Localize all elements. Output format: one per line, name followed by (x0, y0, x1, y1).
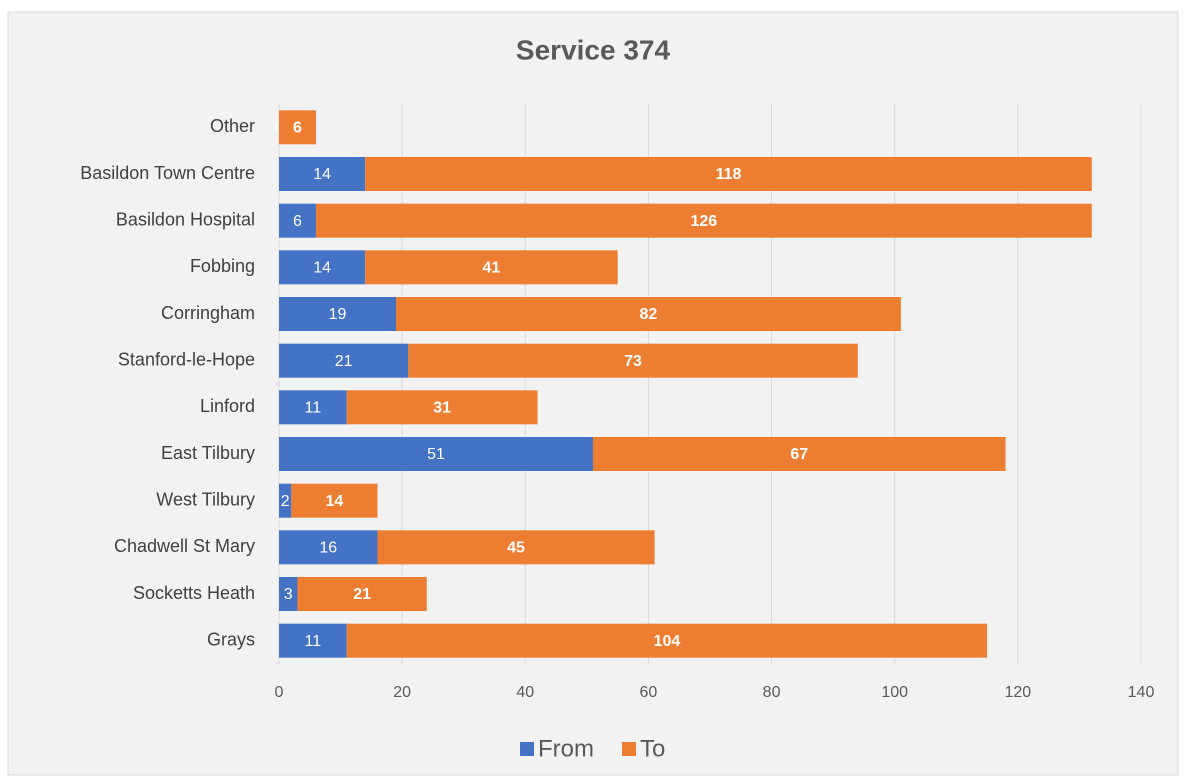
bar-segment (279, 297, 396, 331)
chart-title: Service 374 (516, 34, 671, 65)
y-tick-label: Grays (207, 629, 255, 649)
data-label: 126 (690, 213, 717, 230)
bar-segment (279, 250, 366, 285)
x-tick-label: 20 (393, 684, 411, 701)
x-tick-label: 60 (640, 684, 658, 701)
data-label: 51 (427, 446, 445, 463)
data-label: 21 (353, 586, 371, 603)
bar-segment (279, 437, 594, 471)
data-label: 73 (624, 353, 642, 370)
data-label: 11 (305, 633, 322, 650)
x-tick-label: 100 (881, 684, 908, 701)
bar-segment (279, 623, 347, 658)
y-tick-label: West Tilbury (156, 489, 255, 509)
bar-segment (365, 157, 1092, 191)
data-label: 14 (313, 260, 331, 277)
data-label: 6 (293, 213, 302, 230)
data-label: 104 (654, 633, 681, 650)
legend-label: To (640, 735, 665, 762)
data-label: 82 (640, 306, 658, 323)
y-tick-label: Corringham (161, 303, 255, 323)
bar-segment (279, 157, 366, 191)
y-tick-label: Basildon Hospital (116, 209, 255, 229)
bar-segment (346, 390, 538, 425)
y-tick-label: Basildon Town Centre (80, 163, 255, 183)
data-label: 16 (319, 540, 337, 557)
bar-segment (279, 390, 347, 425)
data-label: 2 (281, 493, 290, 510)
bar-segment (279, 110, 316, 145)
y-tick-label: East Tilbury (161, 443, 255, 463)
y-tick-label: Chadwell St Mary (114, 536, 255, 556)
bar-segment (279, 203, 316, 238)
x-tick-label: 0 (275, 684, 284, 701)
data-label: 118 (716, 166, 742, 183)
data-label: 41 (483, 260, 501, 277)
x-tick-label: 120 (1005, 684, 1032, 701)
bar-segment (365, 250, 618, 285)
y-tick-label: Socketts Heath (133, 583, 255, 603)
bar-segment (279, 483, 292, 518)
y-tick-label: Fobbing (190, 256, 255, 276)
bar-segment (291, 483, 378, 518)
data-label: 31 (433, 400, 451, 417)
bar-segment (377, 530, 655, 565)
bar-segment (297, 577, 427, 611)
y-tick-label: Linford (200, 396, 255, 416)
bar-segment (346, 623, 988, 658)
bar-segment (408, 343, 858, 378)
data-label: 14 (313, 166, 331, 183)
bar-segment (279, 530, 378, 565)
x-tick-label: 80 (763, 684, 781, 701)
data-label: 11 (305, 400, 322, 417)
bar-segment (593, 437, 1006, 471)
data-label: 6 (293, 120, 302, 137)
bar-segment (395, 297, 901, 331)
y-tick-label: Stanford-le-Hope (118, 349, 255, 369)
legend-label: From (538, 735, 594, 762)
x-tick-label: 40 (516, 684, 534, 701)
data-label: 14 (326, 493, 344, 510)
y-tick-label: Other (210, 116, 255, 136)
data-label: 21 (335, 353, 353, 370)
bar-segment (279, 343, 409, 378)
x-tick-label: 140 (1128, 684, 1155, 701)
data-label: 45 (507, 540, 525, 557)
data-label: 19 (329, 306, 347, 323)
legend-swatch (622, 742, 636, 756)
data-label: 3 (284, 586, 293, 603)
bar-segment (315, 203, 1092, 238)
data-label: 67 (790, 446, 808, 463)
bar-segment (279, 577, 298, 611)
chart-background (7, 11, 1179, 776)
legend-swatch (520, 742, 534, 756)
